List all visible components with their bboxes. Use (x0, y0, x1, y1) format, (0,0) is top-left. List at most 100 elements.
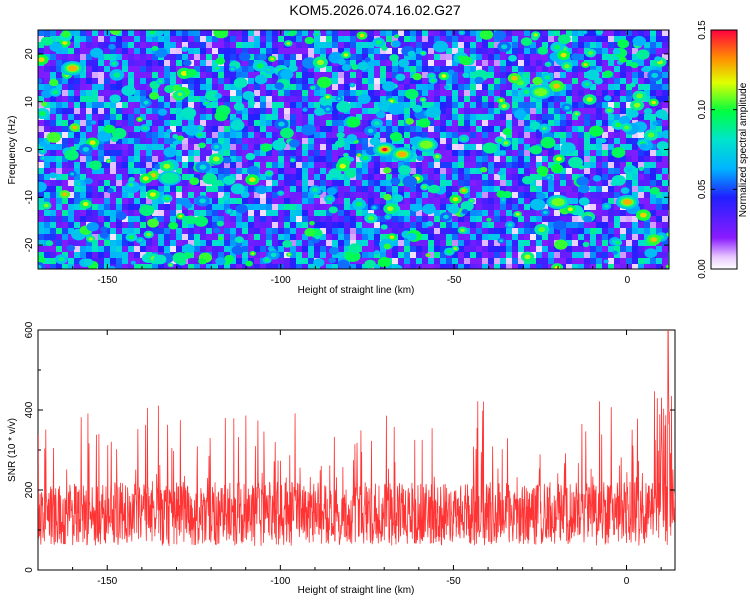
heatmap-cell (152, 120, 159, 127)
heatmap-cell (452, 186, 459, 193)
heatmap-cell (428, 168, 435, 175)
heatmap-cell (506, 162, 513, 169)
heatmap-cell (554, 36, 561, 43)
heatmap-cell (44, 228, 51, 235)
heatmap-blob-core (149, 192, 156, 197)
heatmap-cell (350, 264, 357, 269)
heatmap-cell (422, 102, 429, 109)
heatmap-cell (356, 108, 363, 115)
heatmap-cell (86, 186, 93, 193)
heatmap-cell (116, 156, 123, 163)
heatmap-cell (650, 180, 657, 187)
heatmap-blob-core (278, 121, 285, 127)
heatmap-cell (494, 144, 501, 151)
heatmap-cell (302, 48, 309, 55)
heatmap-cell (560, 180, 567, 187)
heatmap-cell (548, 258, 555, 265)
heatmap-blob (557, 34, 571, 45)
heatmap-cell (326, 216, 333, 223)
heatmap-cell (296, 126, 303, 133)
heatmap-cell (464, 150, 471, 157)
heatmap-cell (122, 66, 129, 73)
heatmap-cell (122, 192, 129, 199)
heatmap-cell (416, 198, 423, 205)
heatmap-cell (452, 90, 459, 97)
heatmap-blob (233, 77, 248, 89)
heatmap-cell (308, 66, 315, 73)
heatmap-cell (512, 96, 519, 103)
heatmap-cell (536, 186, 543, 193)
heatmap-cell (320, 120, 327, 127)
heatmap-blob-core (113, 72, 121, 78)
heatmap-cell (662, 186, 669, 193)
heatmap-blob (198, 258, 207, 265)
heatmap-cell (596, 258, 603, 265)
heatmap-cell (338, 36, 345, 43)
heatmap-cell (656, 252, 663, 259)
heatmap-cell (206, 228, 213, 235)
heatmap-cell (446, 222, 453, 229)
heatmap-cell (68, 108, 75, 115)
heatmap-cell (74, 252, 81, 259)
heatmap-cell (98, 240, 105, 247)
heatmap-cell (242, 240, 249, 247)
heatmap-cell (446, 120, 453, 127)
heatmap-cell (122, 138, 129, 145)
heatmap-cell (428, 30, 435, 37)
heatmap-cell (110, 222, 117, 229)
heatmap-cell (380, 156, 387, 163)
heatmap-cell (92, 234, 99, 241)
heatmap-cell (494, 42, 501, 49)
heatmap-cell (374, 156, 381, 163)
heatmap-cell (386, 186, 393, 193)
heatmap-cell (272, 150, 279, 157)
heatmap-cell (518, 264, 525, 269)
heatmap-cell (320, 210, 327, 217)
heatmap-cell (446, 192, 453, 199)
heatmap-cell (584, 108, 591, 115)
heatmap-cell (566, 120, 573, 127)
heatmap-cell (188, 150, 195, 157)
heatmap-cell (278, 210, 285, 217)
heatmap-cell (200, 138, 207, 145)
heatmap-cell (128, 240, 135, 247)
heatmap-cell (182, 192, 189, 199)
heatmap-blob (638, 166, 645, 172)
heatmap-cell (104, 240, 111, 247)
heatmap-cell (530, 174, 537, 181)
heatmap-cell (650, 114, 657, 121)
heatmap-cell (446, 144, 453, 151)
heatmap-blob (336, 131, 345, 139)
heatmap-cell (68, 216, 75, 223)
heatmap-cell (614, 84, 621, 91)
heatmap-cell (458, 114, 465, 121)
heatmap-cell (362, 150, 369, 157)
heatmap-cell (278, 204, 285, 211)
heatmap-cell (626, 84, 633, 91)
heatmap-cell (368, 102, 375, 109)
heatmap-cell (620, 84, 627, 91)
heatmap-cell (620, 72, 627, 79)
heatmap-cell (350, 216, 357, 223)
heatmap-cell (50, 258, 57, 265)
heatmap-cell (536, 60, 543, 67)
heatmap-cell (644, 180, 651, 187)
heatmap-cell (566, 156, 573, 163)
heatmap-cell (296, 210, 303, 217)
heatmap-cell (572, 66, 579, 73)
heatmap-cell (434, 246, 441, 253)
heatmap-cell (98, 102, 105, 109)
heatmap-cell (500, 108, 507, 115)
heatmap-cell (344, 90, 351, 97)
heatmap-cell (170, 258, 177, 265)
heatmap-cell (392, 252, 399, 259)
heatmap-cell (272, 162, 279, 169)
heatmap-cell (314, 162, 321, 169)
heatmap-cell (338, 186, 345, 193)
heatmap-cell (230, 198, 237, 205)
heatmap-cell (56, 210, 63, 217)
heatmap-blob (532, 76, 543, 85)
heatmap-cell (56, 150, 63, 157)
heatmap-cell (116, 228, 123, 235)
heatmap-cell (284, 234, 291, 241)
